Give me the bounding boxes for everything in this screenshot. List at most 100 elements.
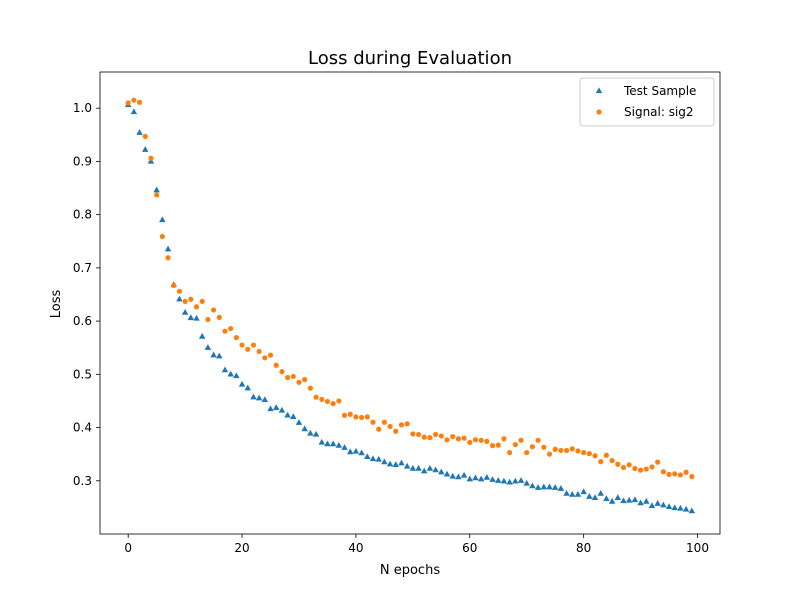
data-point-triangle [443, 470, 451, 477]
data-point-triangle [142, 146, 149, 152]
data-point-circle [171, 282, 177, 289]
data-point-circle [552, 446, 558, 452]
data-point-triangle [540, 483, 548, 490]
data-point-circle [302, 377, 308, 383]
data-point-triangle [358, 449, 365, 456]
data-point-triangle [238, 380, 246, 387]
data-point-triangle [603, 495, 610, 502]
legend-box [579, 77, 715, 127]
data-point-triangle [221, 366, 229, 373]
data-point-circle [592, 453, 598, 459]
data-point-circle [136, 99, 143, 105]
data-point-triangle [489, 476, 496, 482]
data-point-triangle [495, 477, 502, 483]
data-point-triangle [580, 488, 587, 495]
data-point-triangle [438, 468, 445, 475]
data-point-circle [381, 419, 387, 425]
data-point-triangle [364, 453, 371, 459]
x-tick-label: 60 [462, 541, 477, 555]
data-point-triangle [614, 494, 622, 500]
data-point-triangle [643, 497, 650, 504]
data-point-triangle [392, 461, 400, 467]
data-point-circle [370, 419, 376, 425]
data-point-circle [512, 441, 518, 448]
y-tick-label: 0.8 [73, 208, 92, 222]
data-point-circle [341, 412, 348, 418]
data-point-circle [239, 342, 245, 348]
data-point-circle [273, 362, 279, 368]
data-point-triangle [591, 494, 599, 500]
data-point-circle [193, 304, 200, 310]
data-point-triangle [341, 444, 348, 450]
x-tick-label: 20 [234, 541, 249, 555]
legend: Test Sample Signal: sig2 [579, 77, 715, 127]
data-point-triangle [500, 477, 508, 484]
data-point-circle [376, 426, 382, 432]
data-point-triangle [506, 478, 513, 485]
series-signal-sig2 [125, 97, 695, 480]
data-point-circle [655, 459, 661, 465]
data-point-circle [210, 307, 217, 313]
data-point-circle [267, 352, 274, 358]
data-point-circle [245, 346, 251, 352]
data-point-triangle [426, 464, 434, 471]
data-point-triangle [290, 413, 297, 420]
data-point-circle [575, 448, 581, 454]
data-point-circle [632, 465, 638, 472]
data-point-circle [256, 348, 262, 355]
data-point-triangle [688, 507, 696, 514]
data-point-triangle [295, 419, 303, 425]
data-point-circle [495, 442, 501, 448]
data-point-circle [529, 444, 536, 450]
data-point-triangle [563, 489, 570, 496]
data-point-circle [307, 385, 313, 391]
data-point-circle [450, 433, 456, 440]
data-point-triangle [523, 479, 530, 486]
data-point-triangle [198, 332, 206, 339]
x-tick-label: 0 [124, 541, 132, 555]
x-tick-label: 80 [576, 541, 591, 555]
data-point-triangle [159, 216, 166, 223]
data-point-triangle [204, 344, 212, 350]
data-point-circle [410, 431, 416, 437]
data-point-circle [188, 296, 194, 302]
legend-marker-triangle [595, 87, 603, 94]
data-point-circle [586, 451, 592, 457]
data-point-triangle [267, 405, 274, 412]
data-point-circle [609, 457, 615, 464]
data-point-triangle [637, 499, 644, 506]
data-point-triangle [654, 500, 661, 506]
data-point-triangle [432, 466, 439, 473]
data-point-circle [438, 433, 444, 439]
data-point-circle [404, 421, 410, 427]
data-point-triangle [608, 497, 616, 504]
data-point-triangle [512, 477, 519, 484]
data-point-circle [643, 466, 649, 472]
data-point-triangle [551, 484, 559, 490]
data-point-circle [222, 328, 228, 334]
data-point-circle [666, 471, 672, 477]
data-point-circle [233, 334, 239, 341]
data-point-triangle [409, 464, 417, 471]
data-point-triangle [318, 438, 325, 445]
data-point-circle [421, 434, 427, 440]
data-point-triangle [665, 503, 673, 510]
data-point-triangle [375, 455, 382, 462]
data-point-triangle [335, 442, 343, 448]
data-point-circle [415, 431, 422, 438]
data-point-circle [461, 435, 467, 441]
data-point-circle [433, 431, 439, 438]
data-point-triangle [597, 489, 604, 496]
data-point-circle [558, 447, 564, 454]
data-point-circle [359, 414, 365, 421]
data-point-triangle [261, 396, 269, 403]
data-point-circle [660, 469, 666, 475]
data-point-triangle [250, 393, 257, 400]
data-point-circle [176, 288, 183, 294]
data-point-triangle [278, 406, 286, 413]
data-point-triangle [301, 425, 308, 432]
data-point-triangle [244, 384, 251, 391]
data-point-circle [563, 447, 570, 454]
data-point-circle [603, 452, 610, 458]
